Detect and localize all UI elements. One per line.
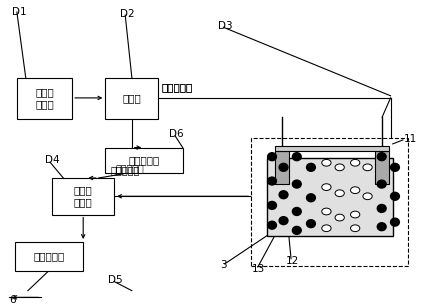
Bar xyxy=(375,151,389,184)
Text: D2: D2 xyxy=(120,9,134,18)
Text: 数控移相器: 数控移相器 xyxy=(128,156,160,165)
Text: 11: 11 xyxy=(404,134,417,144)
Text: D6: D6 xyxy=(170,129,184,139)
Ellipse shape xyxy=(377,180,386,188)
Bar xyxy=(17,78,72,119)
Ellipse shape xyxy=(279,191,288,199)
Text: D5: D5 xyxy=(109,275,123,285)
Ellipse shape xyxy=(267,153,276,161)
Ellipse shape xyxy=(391,192,400,200)
Ellipse shape xyxy=(292,226,301,234)
Text: D4: D4 xyxy=(45,155,59,165)
Ellipse shape xyxy=(363,164,372,171)
Text: D3: D3 xyxy=(218,21,233,31)
Text: 主控电路板: 主控电路板 xyxy=(33,251,65,261)
Ellipse shape xyxy=(322,160,331,166)
Bar xyxy=(267,158,393,236)
Bar xyxy=(251,138,408,266)
Bar xyxy=(105,148,183,173)
Text: 3: 3 xyxy=(220,260,227,270)
Text: 小信号检波: 小信号检波 xyxy=(116,165,144,174)
Ellipse shape xyxy=(351,211,360,218)
Ellipse shape xyxy=(391,163,400,171)
Ellipse shape xyxy=(377,223,386,231)
Bar xyxy=(105,78,158,119)
Ellipse shape xyxy=(292,153,301,161)
Bar xyxy=(275,151,289,184)
Ellipse shape xyxy=(292,208,301,216)
Ellipse shape xyxy=(307,194,316,202)
Ellipse shape xyxy=(351,225,360,232)
Ellipse shape xyxy=(335,214,344,221)
Text: 耦合器: 耦合器 xyxy=(122,93,141,103)
Text: 可编程
振荡器: 可编程 振荡器 xyxy=(35,87,54,109)
Bar xyxy=(52,178,114,215)
Ellipse shape xyxy=(335,164,344,171)
Ellipse shape xyxy=(351,187,360,193)
Ellipse shape xyxy=(322,225,331,232)
Text: 相位差
检波器: 相位差 检波器 xyxy=(74,185,93,207)
Ellipse shape xyxy=(335,190,344,197)
Bar xyxy=(15,242,83,271)
Ellipse shape xyxy=(307,220,316,228)
Ellipse shape xyxy=(307,163,316,171)
Text: 大功率信号: 大功率信号 xyxy=(162,82,193,92)
Ellipse shape xyxy=(377,205,386,213)
Ellipse shape xyxy=(267,221,276,229)
Text: 13: 13 xyxy=(252,264,265,274)
Ellipse shape xyxy=(267,177,276,185)
Text: 小信号检波: 小信号检波 xyxy=(111,165,140,175)
Ellipse shape xyxy=(322,208,331,215)
Ellipse shape xyxy=(267,201,276,209)
Ellipse shape xyxy=(279,217,288,225)
Ellipse shape xyxy=(377,153,386,161)
Text: D1: D1 xyxy=(12,7,27,17)
Ellipse shape xyxy=(292,180,301,188)
Text: 大功率信号: 大功率信号 xyxy=(162,82,193,92)
Ellipse shape xyxy=(351,160,360,166)
Text: 12: 12 xyxy=(286,256,299,266)
Ellipse shape xyxy=(363,193,372,200)
Ellipse shape xyxy=(391,218,400,226)
Text: 6: 6 xyxy=(9,295,16,306)
Ellipse shape xyxy=(279,163,288,171)
Bar xyxy=(275,146,389,151)
Ellipse shape xyxy=(322,184,331,190)
